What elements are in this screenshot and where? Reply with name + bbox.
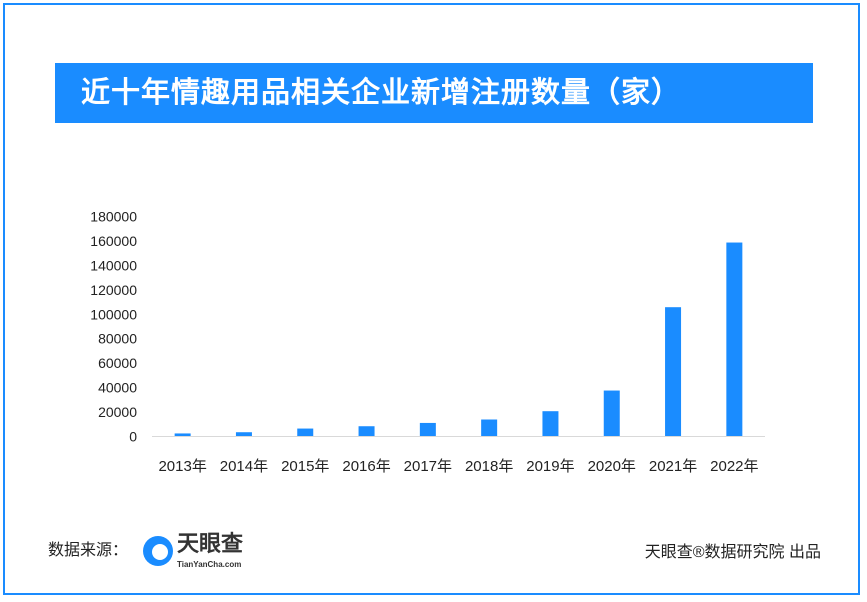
bar-2015年 — [297, 428, 314, 437]
tianyancha-logo: 天眼查 TianYanCha.com — [143, 532, 268, 572]
credit-text: 天眼查®数据研究院 出品 — [644, 544, 821, 561]
bar-2016年 — [358, 426, 375, 437]
y-tick-label: 140000 — [90, 257, 137, 273]
logo-icon — [143, 536, 173, 566]
x-tick-label: 2015年 — [281, 458, 329, 475]
chart-title: 近十年情趣用品相关企业新增注册数量（家） — [55, 63, 813, 123]
bar-2022年 — [726, 242, 743, 437]
bar-2018年 — [481, 419, 498, 437]
logo-url: TianYanCha.com — [177, 560, 242, 569]
y-tick-label: 120000 — [90, 282, 137, 298]
x-tick-label: 2014年 — [220, 458, 268, 475]
logo-name: 天眼查 — [177, 531, 244, 556]
y-tick-label: 0 — [129, 429, 137, 445]
x-tick-label: 2018年 — [465, 458, 513, 475]
y-tick-label: 40000 — [98, 380, 137, 396]
x-tick-label: 2020年 — [588, 458, 636, 475]
bar-2020年 — [603, 390, 620, 437]
x-tick-label: 2019年 — [526, 458, 574, 475]
bar-2019年 — [542, 411, 559, 437]
y-tick-label: 60000 — [98, 355, 137, 371]
y-tick-label: 160000 — [90, 233, 137, 249]
x-tick-label: 2017年 — [404, 458, 452, 475]
bar-2017年 — [419, 422, 436, 437]
bar-2014年 — [235, 432, 252, 437]
y-tick-label: 180000 — [90, 209, 137, 225]
x-tick-label: 2021年 — [649, 458, 697, 475]
x-tick-label: 2013年 — [158, 458, 206, 475]
y-tick-label: 80000 — [98, 331, 137, 347]
x-tick-label: 2016年 — [342, 458, 390, 475]
source-label: 数据来源： — [48, 542, 129, 559]
y-tick-label: 100000 — [90, 306, 137, 322]
bar-2013年 — [174, 433, 191, 437]
x-tick-label: 2022年 — [710, 458, 758, 475]
bar-2021年 — [665, 307, 682, 437]
y-tick-label: 20000 — [98, 404, 137, 420]
frame-border — [3, 3, 860, 595]
